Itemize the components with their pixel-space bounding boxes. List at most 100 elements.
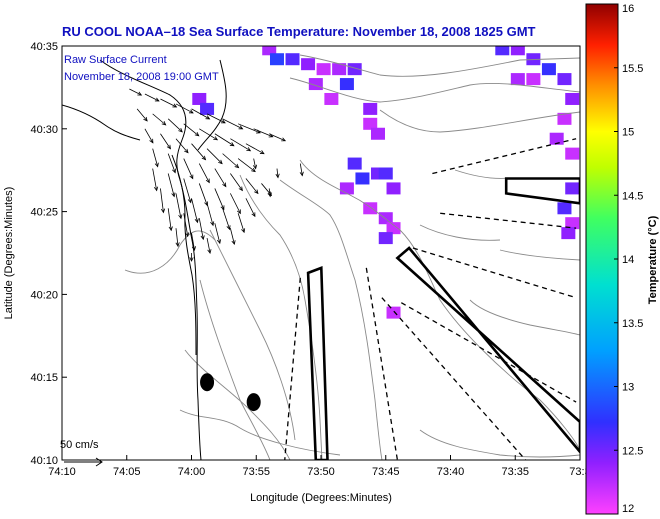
x-axis-ticks: 74:10 74:05 74:00 73:55 73:50 73:45 73:40 73:35…: [48, 455, 591, 478]
current-vector: [214, 168, 227, 188]
current-vector: [214, 223, 222, 245]
current-vector: [206, 238, 212, 254]
dashed-sector-line: [400, 302, 577, 403]
sst-pixel: [386, 222, 401, 235]
contour-line: [469, 299, 580, 336]
current-vector: [199, 128, 219, 141]
current-vector: [245, 143, 265, 155]
current-vector: [198, 163, 210, 184]
contour-line: [199, 279, 271, 460]
y-tick-label: 40:30: [30, 124, 58, 136]
current-vector: [191, 143, 207, 161]
current-vector: [206, 203, 215, 227]
contour-line: [209, 229, 296, 441]
sst-pixel: [510, 73, 525, 86]
sst-pixel: [557, 202, 572, 215]
scale-label: 50 cm/s: [60, 439, 99, 451]
contour-line: [419, 429, 580, 458]
current-vector: [214, 188, 225, 211]
x-tick-label: 73:55: [242, 466, 270, 478]
contour-line: [239, 174, 323, 460]
colorbar-tick-label: 16: [622, 3, 634, 15]
restricted-zone-box: [504, 177, 580, 205]
x-tick-label: 74:05: [113, 466, 141, 478]
current-vector: [267, 188, 272, 198]
colorbar-tick-label: 13.5: [622, 318, 643, 330]
colorbar-tick-label: 12.5: [622, 445, 643, 457]
sst-layer: [192, 46, 580, 319]
current-vector: [152, 148, 159, 168]
dashed-sector-line: [412, 247, 577, 299]
platform-marker: [200, 373, 215, 392]
current-vector: [269, 133, 287, 142]
current-vector: [252, 158, 258, 170]
x-tick-label: 73:3: [569, 466, 590, 478]
current-vector: [183, 213, 190, 238]
current-vector: [136, 108, 148, 122]
colorbar-label: Temperature (°C): [647, 215, 659, 304]
y-tick-label: 40:35: [30, 41, 58, 53]
current-vector: [129, 88, 143, 96]
sst-pixel: [378, 232, 393, 245]
contour-line: [499, 249, 580, 261]
sst-pixel: [526, 73, 541, 86]
current-vector: [230, 173, 243, 192]
platforms: [200, 373, 261, 412]
current-vector: [222, 208, 231, 231]
current-vector: [167, 118, 183, 133]
y-tick-label: 40:10: [30, 455, 58, 467]
sst-pixel: [386, 306, 401, 319]
coastline: [62, 59, 227, 460]
restricted-zone-box: [306, 266, 329, 460]
x-tick-label: 74:10: [48, 466, 76, 478]
sst-pixel: [262, 46, 277, 56]
sst-pixel: [386, 182, 401, 195]
scale-arrow: 50 cm/s: [60, 439, 103, 467]
sst-pixel: [363, 117, 378, 130]
y-tick-label: 40:25: [30, 207, 58, 219]
current-vector: [144, 128, 154, 144]
colorbar: [585, 3, 619, 515]
colorbar-tick-label: 14: [622, 254, 634, 266]
sst-pixel: [339, 78, 354, 91]
current-vector: [191, 108, 211, 120]
sst-pixel: [347, 63, 362, 76]
contour-line: [379, 109, 580, 133]
current-vector: [237, 158, 256, 173]
sst-pixel: [301, 58, 316, 71]
dashed-sector-line: [432, 138, 577, 175]
x-tick-label: 73:50: [307, 466, 335, 478]
sst-pixel: [549, 132, 564, 145]
coastline-main: [99, 59, 202, 460]
sst-pixel: [347, 157, 362, 170]
sst-pixel: [285, 53, 300, 66]
current-vector: [167, 153, 176, 174]
current-vector: [230, 193, 241, 215]
current-vector: [189, 253, 194, 262]
restricted-zone-wedge: [395, 246, 580, 454]
sst-pixel: [324, 92, 339, 105]
current-vector: [222, 153, 240, 169]
contour-line: [299, 159, 580, 451]
current-vector: [275, 168, 280, 179]
current-vector: [175, 138, 189, 154]
coastline-spit: [197, 59, 227, 151]
current-vector: [230, 138, 252, 152]
current-vector: [183, 178, 192, 204]
x-tick-label: 74:00: [178, 466, 206, 478]
sst-pixel: [269, 53, 284, 66]
x-tick-label: 73:35: [501, 466, 529, 478]
sst-pixel: [510, 46, 525, 56]
contour-line: [279, 179, 383, 460]
current-vector: [160, 133, 171, 150]
dashed-sector-line: [284, 277, 301, 460]
sst-pixel: [316, 63, 331, 76]
colorbar-tick-label: 15: [622, 127, 634, 139]
current-vector: [175, 228, 180, 248]
current-vector: [245, 198, 256, 218]
current-vector: [245, 178, 259, 195]
current-vector: [206, 148, 223, 165]
sst-pixel: [557, 73, 572, 86]
map-background: [62, 46, 580, 460]
current-vector: [144, 93, 160, 102]
